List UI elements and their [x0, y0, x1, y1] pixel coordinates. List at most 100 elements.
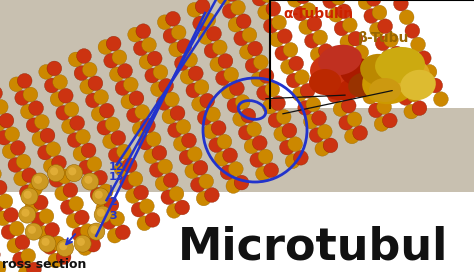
Circle shape [80, 79, 95, 94]
Circle shape [360, 58, 374, 73]
Circle shape [342, 18, 357, 32]
Circle shape [313, 30, 328, 45]
Circle shape [21, 249, 36, 263]
Circle shape [337, 4, 351, 19]
Text: ross section: ross section [2, 258, 86, 271]
Circle shape [217, 134, 232, 149]
Circle shape [16, 154, 31, 169]
Circle shape [200, 93, 215, 108]
Circle shape [100, 103, 114, 118]
Circle shape [15, 91, 29, 105]
Circle shape [275, 46, 290, 61]
Circle shape [0, 130, 11, 145]
Circle shape [399, 10, 414, 24]
Circle shape [235, 95, 250, 109]
Circle shape [40, 128, 55, 143]
Circle shape [299, 20, 314, 35]
Circle shape [345, 129, 359, 144]
Circle shape [204, 188, 219, 202]
Circle shape [159, 78, 173, 93]
Circle shape [42, 240, 57, 254]
Circle shape [392, 77, 407, 92]
Circle shape [393, 0, 408, 11]
Circle shape [211, 121, 226, 135]
Circle shape [353, 126, 367, 140]
Circle shape [395, 60, 410, 75]
Circle shape [80, 224, 95, 238]
Circle shape [97, 209, 105, 217]
Text: 13: 13 [109, 172, 124, 182]
Circle shape [0, 166, 1, 181]
Circle shape [252, 0, 267, 6]
Circle shape [175, 200, 190, 215]
Circle shape [114, 161, 129, 176]
Circle shape [220, 165, 235, 180]
Circle shape [55, 186, 70, 201]
Circle shape [227, 98, 242, 113]
Circle shape [167, 203, 182, 218]
Circle shape [118, 64, 132, 78]
Circle shape [82, 173, 99, 190]
Circle shape [218, 54, 233, 68]
Text: |: | [109, 184, 113, 196]
Circle shape [82, 62, 97, 77]
Circle shape [128, 27, 143, 42]
Circle shape [50, 92, 65, 107]
Circle shape [207, 26, 221, 41]
Circle shape [401, 73, 415, 88]
Circle shape [374, 117, 389, 131]
Bar [270, 0, 474, 108]
Circle shape [109, 148, 123, 162]
Circle shape [289, 56, 303, 71]
Circle shape [383, 32, 398, 47]
Circle shape [87, 157, 102, 171]
Circle shape [42, 238, 50, 246]
Circle shape [39, 235, 56, 252]
Circle shape [250, 153, 264, 167]
Circle shape [77, 238, 85, 246]
Circle shape [168, 123, 182, 138]
Circle shape [347, 112, 362, 127]
Circle shape [9, 221, 24, 236]
Circle shape [149, 163, 164, 177]
Ellipse shape [386, 57, 430, 93]
Circle shape [68, 167, 76, 175]
Circle shape [134, 41, 148, 56]
Circle shape [142, 38, 156, 52]
Circle shape [19, 206, 36, 223]
Circle shape [263, 99, 277, 114]
Circle shape [52, 155, 66, 170]
Circle shape [228, 162, 243, 176]
Circle shape [74, 66, 89, 81]
Circle shape [354, 45, 369, 60]
Circle shape [310, 47, 325, 62]
Circle shape [151, 82, 165, 97]
Circle shape [81, 143, 96, 158]
Circle shape [0, 197, 5, 212]
Circle shape [27, 181, 42, 196]
Circle shape [341, 98, 356, 113]
Circle shape [111, 131, 126, 145]
Circle shape [406, 87, 421, 102]
Circle shape [0, 180, 7, 195]
Circle shape [365, 72, 380, 87]
Circle shape [330, 71, 345, 86]
Circle shape [32, 132, 47, 146]
Circle shape [120, 175, 135, 190]
Circle shape [229, 81, 244, 96]
Circle shape [147, 51, 162, 66]
Circle shape [116, 225, 130, 240]
Circle shape [51, 236, 65, 251]
Circle shape [74, 210, 89, 225]
Text: Microtubul: Microtubul [178, 225, 448, 268]
Circle shape [412, 101, 427, 116]
Circle shape [328, 7, 343, 22]
Circle shape [79, 160, 93, 175]
Circle shape [187, 147, 202, 161]
Circle shape [94, 206, 111, 223]
Circle shape [112, 50, 127, 65]
Circle shape [97, 120, 112, 135]
Circle shape [170, 106, 185, 120]
Circle shape [364, 9, 379, 23]
Circle shape [103, 134, 118, 149]
